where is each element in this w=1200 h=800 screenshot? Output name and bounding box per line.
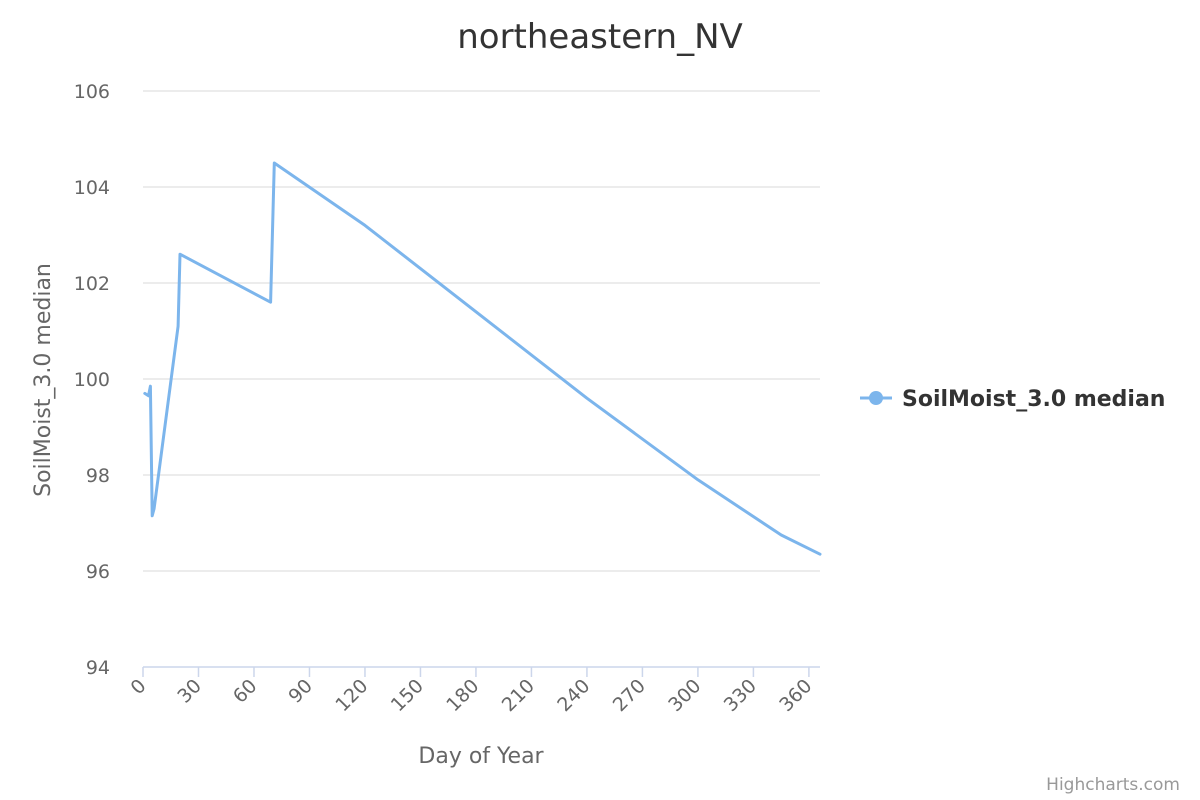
series-group	[143, 161, 822, 556]
x-tick-label: 330	[720, 675, 761, 716]
x-tick-label: 210	[498, 675, 539, 716]
y-tick-label: 100	[74, 369, 110, 391]
x-tick-label: 30	[173, 675, 206, 708]
x-axis-title: Day of Year	[418, 744, 544, 769]
y-tick-labels: 94 96 98 100 102 104 106	[74, 81, 110, 679]
x-tick-label: 300	[664, 675, 705, 716]
y-tick-label: 104	[74, 177, 110, 199]
x-tick-label: 180	[442, 675, 483, 716]
grid-lines	[143, 90, 820, 572]
x-tick-label: 240	[553, 675, 594, 716]
series-line[interactable]	[143, 161, 822, 556]
y-axis-title: SoilMoist_3.0 median	[31, 263, 56, 497]
y-tick-label: 102	[74, 273, 110, 295]
chart-title: northeastern_NV	[457, 17, 743, 57]
x-tick-label: 60	[229, 675, 262, 708]
legend[interactable]: SoilMoist_3.0 median	[860, 387, 1165, 412]
y-tick-label: 98	[86, 465, 110, 487]
legend-series-marker	[869, 391, 883, 405]
x-tick-label: 270	[609, 675, 650, 716]
y-tick-label: 96	[86, 561, 110, 583]
x-tick-label: 120	[331, 675, 372, 716]
x-tick-label: 90	[284, 675, 317, 708]
legend-series-label[interactable]: SoilMoist_3.0 median	[902, 387, 1165, 412]
x-tick-label: 150	[387, 675, 428, 716]
y-tick-label: 94	[86, 657, 110, 679]
x-tick-label: 360	[775, 675, 816, 716]
credits-link[interactable]: Highcharts.com	[1046, 775, 1180, 795]
x-tick-label: 0	[126, 675, 150, 699]
y-tick-label: 106	[74, 81, 110, 103]
x-tick-labels: 0 30 60 90 120 150 180 210 240 270 300 330 360	[126, 667, 816, 716]
